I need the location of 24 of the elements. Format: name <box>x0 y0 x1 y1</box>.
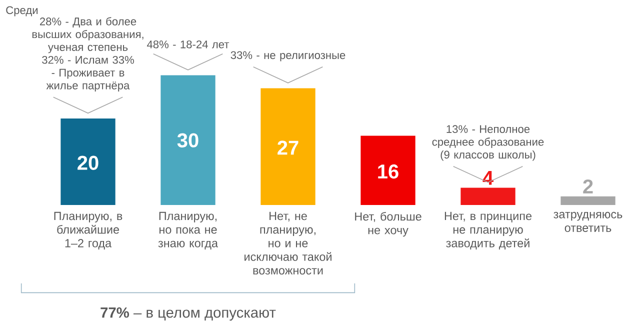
bar <box>260 88 316 205</box>
annotation: 33% - не религиозные <box>230 51 346 62</box>
x-tick-label: Планирую, но пока не знаю когда <box>158 212 218 250</box>
x-tick-label: Нет, в принципе не планирую заводить детей <box>444 212 532 250</box>
text: 77% – в целом допускают <box>100 307 276 321</box>
data-label: 20 <box>78 156 98 170</box>
annotation: 28% - Два и более высших образования, ученая степень 32% - Ислам 33% - Проживает в жилье партнёра <box>32 17 144 92</box>
x-tick-label: Нет, не планирую, но и не исключаю такой возможности <box>244 212 332 275</box>
bar <box>360 136 416 205</box>
data-label: 30 <box>177 133 198 148</box>
data-label: 16 <box>378 164 398 179</box>
bar <box>460 188 516 205</box>
bar <box>160 75 216 205</box>
data-label: 4 <box>482 171 494 185</box>
annotation: 48% - 18-24 лет <box>146 40 230 48</box>
x-tick-label: Планирую, в ближайшие 1–2 года <box>54 212 122 250</box>
annotation: 13% - Неполное среднее образование (9 классов школы) <box>432 125 544 161</box>
x-tick-label: затрудняюсь ответить <box>554 212 622 232</box>
data-label: 27 <box>278 140 298 155</box>
bar <box>60 118 116 205</box>
data-label: 2 <box>583 179 593 194</box>
bar <box>560 196 616 205</box>
text: Среди <box>6 6 38 16</box>
x-tick-label: Нет, больше не хочу <box>355 212 422 237</box>
